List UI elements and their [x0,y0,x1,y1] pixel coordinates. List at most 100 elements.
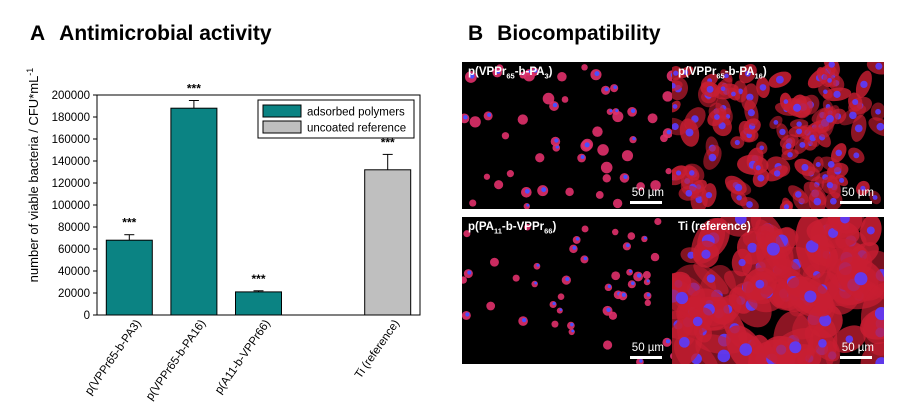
cell-nucleus [853,152,860,159]
legend-label-1: uncoated reference [307,123,406,135]
cell-nucleus [720,86,726,92]
y-tick-label-9: 180000 [52,112,90,124]
cell-nucleus [673,70,679,76]
cell-nucleus [600,161,613,174]
panel-a-title: A Antimicrobial activity [30,22,272,46]
cell-dot [584,142,590,148]
cell-image-2 [672,62,884,209]
cell-dot [524,188,530,194]
cell-nucleus [551,320,559,328]
cell-dot [487,112,492,117]
cell-nucleus [611,228,619,236]
cell-nucleus [469,199,477,207]
micrograph-label-4: Ti (reference) [678,221,751,233]
y-axis-label-sup: -1 [25,68,35,76]
scale-bar-label-4: 50 µm [841,342,874,354]
cell-nucleus [866,226,875,235]
cell-nucleus [701,249,711,259]
x-tick-label-1: p(VPPr65-b-PA16) [144,318,208,403]
cell-nucleus [603,340,613,350]
cell-nucleus [627,232,636,240]
x-tick-label-2: p(A11-b-VPPr66) [213,318,273,397]
cell-dot [630,108,636,113]
cell-dot [528,69,532,73]
x-tick-label-0: p(VPPr65-b-PA3) [83,318,144,398]
cell-nucleus [561,96,569,103]
cell-nucleus [724,73,729,79]
y-tick-label-0: 0 [84,310,90,322]
cell-nucleus [796,121,802,127]
cell-nucleus [839,177,845,183]
cell-nucleus [872,195,878,200]
cell-nucleus [779,128,786,136]
cell-nucleus [592,126,603,137]
cell-nucleus [759,145,765,151]
cell-nucleus [557,293,565,301]
cell-nucleus [815,161,821,168]
cell-nucleus [608,311,618,320]
cell-nucleus [506,170,514,178]
y-tick-label-2: 40000 [58,266,90,278]
cell-nucleus [647,113,658,124]
cell-nucleus [565,187,574,197]
cell-nucleus [736,194,742,201]
cell-nucleus [793,103,802,112]
cell-nucleus [835,149,843,157]
cell-dot [643,236,647,240]
cell-nucleus [689,170,695,176]
cell-dot [580,155,585,159]
cell-nucleus [517,114,528,125]
cell-nucleus [611,271,621,281]
cell-nucleus [766,242,780,256]
y-tick-label-6: 120000 [52,178,90,190]
cell-nucleus [783,99,789,104]
cell-nucleus [685,189,693,197]
cell-nucleus [813,197,822,206]
cell-nucleus [738,258,746,267]
cell-nucleus [557,71,567,82]
cell-nucleus [747,109,755,117]
bar-3 [364,169,412,316]
micrograph-4: Ti (reference) 50 µm [672,217,884,364]
cell-nucleus [621,150,634,162]
cell-nucleus [795,191,802,198]
micrograph-3: p(PA11-b-VPPr66) 50 µm [462,217,674,364]
micrograph-label-3: p(PA11-b-VPPr66) [468,221,557,236]
cell-nucleus [512,274,520,282]
panel-a-title-text: Antimicrobial activity [59,22,272,45]
scale-bar-2 [840,201,872,204]
cell-dot [552,102,558,108]
cell-dot [621,292,626,297]
legend-label-0: adsorbed polymers [307,107,405,119]
cell-dot [554,138,559,143]
x-tick-label-3: Ti (reference) [353,318,402,381]
cell-dot [665,339,671,344]
scale-bar-4 [840,356,872,359]
cell-dot [541,187,547,193]
cell-nucleus [818,339,827,348]
y-tick-label-1: 20000 [58,288,90,300]
cell-dot [615,109,619,113]
scale-bar-label-2: 50 µm [841,187,874,199]
y-tick-label-3: 60000 [58,244,90,256]
cell-nucleus [642,271,651,279]
cell-nucleus [875,357,884,364]
cell-nucleus [805,240,819,253]
cell-nucleus [665,168,672,175]
cell-nucleus [675,291,689,305]
panel-b-title: B Biocompatibility [468,22,661,46]
cell-dot [536,263,540,267]
cell-image-3 [462,217,674,364]
cell-nucleus [692,316,703,327]
cell-dot [570,322,574,327]
cell-dot [533,68,538,73]
cell-nucleus [581,64,588,71]
cell-nucleus [679,337,690,348]
cell-nucleus [636,182,645,191]
cell-image-4 [672,217,884,364]
y-tick-label-7: 140000 [52,156,90,168]
y-tick-label-5: 100000 [52,200,90,212]
micrograph-1: p(VPPr65-b-PA3) 50 µm [462,62,674,209]
cell-nucleus [840,217,850,224]
cell-nucleus [747,242,758,253]
